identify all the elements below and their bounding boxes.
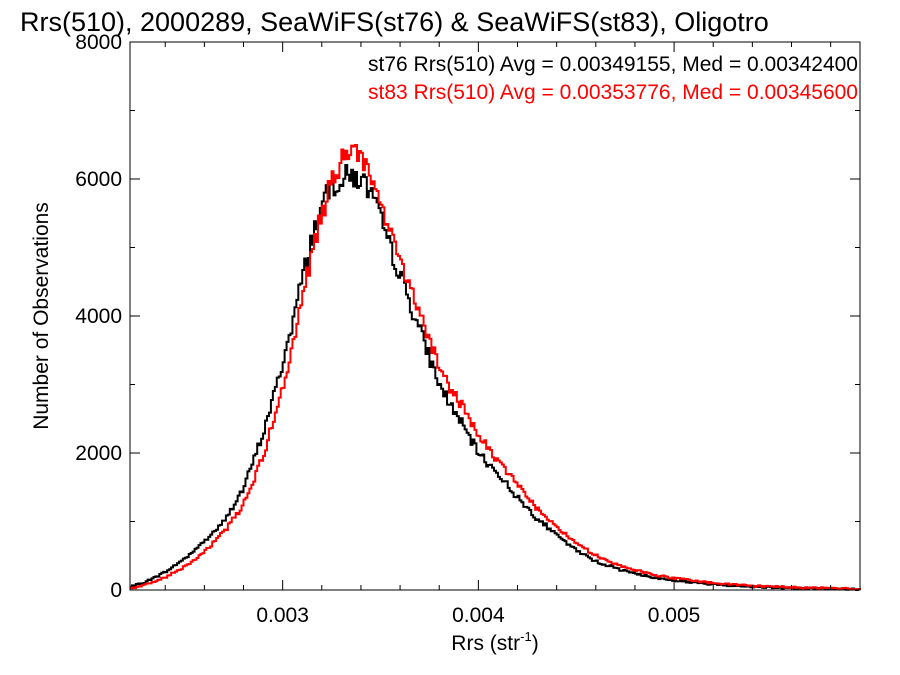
series-st83-line (130, 144, 861, 591)
x-axis-label-superscript: -1 (520, 629, 532, 644)
y-tick-label: 4000 (75, 305, 122, 328)
x-tick-label: 0.005 (648, 604, 701, 627)
x-tick-label: 0.004 (452, 604, 505, 627)
annotation-st83: st83 Rrs(510) Avg = 0.00353776, Med = 0.… (368, 81, 858, 104)
y-tick-label: 8000 (75, 31, 122, 54)
chart-title: Rrs(510), 2000289, SeaWiFS(st76) & SeaWi… (20, 7, 769, 37)
plot-frame (129, 41, 861, 591)
plot-area (130, 144, 861, 591)
x-axis-label-main: Rrs (str (451, 632, 520, 655)
x-axis: 0.003 0.004 0.005 (164, 42, 832, 627)
annotation-st76: st76 Rrs(510) Avg = 0.00349155, Med = 0.… (368, 53, 858, 76)
series-st76-line (130, 164, 861, 591)
y-tick-label: 0 (110, 579, 122, 602)
x-axis-label-close: ) (532, 632, 539, 655)
y-tick-label: 2000 (75, 442, 122, 465)
y-axis-label: Number of Observations (30, 202, 53, 430)
y-tick-label: 6000 (75, 168, 122, 191)
x-axis-label: Rrs (str-1) (451, 629, 538, 655)
x-tick-label: 0.003 (256, 604, 309, 627)
y-axis: 0 2000 4000 6000 8000 (75, 31, 860, 602)
